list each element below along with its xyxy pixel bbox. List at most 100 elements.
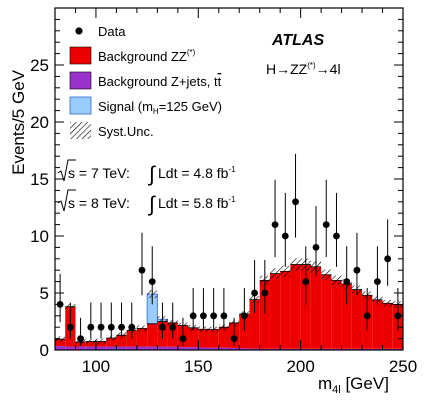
zz-bar bbox=[351, 289, 363, 349]
data-point bbox=[394, 312, 402, 320]
zz-bar bbox=[198, 329, 209, 348]
zjets-bar bbox=[126, 346, 137, 350]
zz-bar bbox=[208, 329, 219, 348]
zjets-bar bbox=[116, 346, 127, 350]
zz-bar bbox=[249, 299, 260, 349]
zjets-bar bbox=[229, 347, 240, 350]
zz-bar bbox=[239, 314, 250, 349]
y-tick-label: 15 bbox=[30, 170, 49, 189]
zjets-bar bbox=[75, 346, 86, 350]
data-point bbox=[302, 278, 310, 285]
zz-bar bbox=[218, 327, 229, 348]
zz-bar bbox=[290, 264, 301, 349]
data-point bbox=[292, 198, 299, 206]
data-point bbox=[210, 312, 218, 320]
data-point bbox=[128, 323, 136, 331]
data-point bbox=[251, 289, 258, 297]
data-point bbox=[363, 312, 371, 320]
zz-bar bbox=[300, 264, 311, 349]
data-point bbox=[333, 232, 340, 240]
legend-signal-label: Signal (mH=125 GeV) bbox=[98, 99, 222, 116]
svg-text:s = 7 TeV:: s = 7 TeV: bbox=[68, 165, 130, 181]
zz-bar bbox=[280, 271, 291, 349]
zjets-bar bbox=[177, 347, 189, 350]
legend-signal-swatch bbox=[69, 96, 92, 115]
legend-zjets-label: Background Z+jets, tt bbox=[98, 74, 222, 89]
data-point bbox=[138, 266, 146, 274]
zjets-bar bbox=[198, 347, 209, 350]
data-point bbox=[169, 323, 177, 331]
data-point bbox=[66, 323, 74, 331]
zz-bar bbox=[321, 274, 332, 349]
data-point bbox=[353, 266, 361, 274]
zz-bar bbox=[55, 339, 66, 347]
data-point bbox=[384, 255, 392, 263]
lumi-8tev: s = 8 TeV: ∫ Ldt = 5.8 fb-1 bbox=[57, 189, 236, 216]
data-point bbox=[261, 289, 269, 297]
legend: Data Background ZZ(*) Background Z+jets,… bbox=[69, 24, 222, 139]
zjets-bar bbox=[239, 348, 250, 350]
y-tick-label: 0 bbox=[40, 341, 49, 360]
y-tick-label: 25 bbox=[30, 56, 49, 75]
zz-bar bbox=[136, 328, 148, 347]
legend-data-marker bbox=[75, 27, 83, 35]
zjets-bar bbox=[65, 346, 76, 350]
svg-text:∫: ∫ bbox=[148, 163, 156, 186]
legend-zjets-swatch bbox=[69, 71, 92, 90]
data-point bbox=[118, 323, 125, 331]
y-tick-label: 20 bbox=[30, 113, 49, 132]
data-point bbox=[189, 312, 197, 320]
data-point bbox=[230, 335, 238, 342]
data-point bbox=[281, 232, 289, 240]
zjets-bar bbox=[55, 346, 66, 350]
x-tick-label: 250 bbox=[389, 357, 417, 376]
x-tick-label: 100 bbox=[82, 357, 110, 376]
zjets-bar bbox=[136, 346, 148, 350]
legend-zz-label: Background ZZ(*) bbox=[98, 48, 196, 64]
zjets-bar bbox=[208, 347, 219, 350]
data-point bbox=[200, 312, 207, 320]
data-point bbox=[322, 221, 330, 229]
zjets-bar bbox=[106, 346, 117, 350]
zjets-bar bbox=[188, 347, 199, 350]
data-point bbox=[271, 221, 279, 229]
data-point bbox=[97, 323, 105, 331]
zjets-bar bbox=[218, 347, 229, 350]
legend-syst-swatch bbox=[70, 122, 91, 139]
zjets-bar bbox=[147, 346, 158, 350]
x-axis-label: m4l [GeV] bbox=[318, 374, 389, 396]
zz-bar bbox=[147, 323, 158, 347]
zz-bar bbox=[310, 266, 322, 349]
data-point bbox=[240, 312, 248, 320]
zjets-bar bbox=[85, 346, 96, 350]
zz-bar bbox=[188, 327, 199, 348]
legend-data-label: Data bbox=[98, 24, 126, 39]
data-point bbox=[56, 301, 64, 308]
atlas-label: ATLAS bbox=[271, 32, 324, 49]
data-point bbox=[374, 278, 381, 285]
x-tick-label: 200 bbox=[286, 357, 314, 376]
zjets-bar bbox=[157, 346, 168, 350]
data-point bbox=[159, 323, 166, 331]
svg-text:s = 8 TeV:: s = 8 TeV: bbox=[68, 195, 130, 211]
data-point bbox=[87, 323, 95, 331]
data-point bbox=[179, 335, 187, 342]
y-axis-label: Events/5 GeV bbox=[9, 69, 28, 175]
zjets-bar bbox=[249, 348, 260, 350]
data-point bbox=[312, 244, 320, 251]
data-point bbox=[220, 312, 228, 320]
zz-bar bbox=[269, 273, 281, 349]
zjets-bar bbox=[95, 346, 107, 350]
zz-bar bbox=[116, 335, 127, 347]
zz-bar bbox=[372, 299, 383, 349]
zz-bar bbox=[259, 280, 270, 349]
data-point bbox=[148, 278, 156, 285]
legend-syst-label: Syst.Unc. bbox=[98, 124, 154, 139]
y-tick-label: 10 bbox=[30, 227, 49, 246]
zjets-bar bbox=[167, 346, 178, 350]
lumi-7tev: s = 7 TeV: ∫ Ldt = 4.8 fb-1 bbox=[57, 159, 236, 186]
svg-text:Ldt = 4.8 fb-1: Ldt = 4.8 fb-1 bbox=[158, 165, 236, 181]
y-tick-label: 5 bbox=[40, 284, 49, 303]
legend-zz-swatch bbox=[69, 46, 92, 65]
